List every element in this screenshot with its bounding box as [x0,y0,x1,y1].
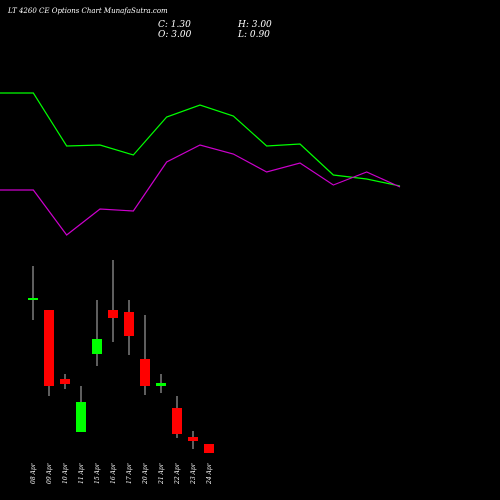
candle-body [188,437,198,441]
line-series [0,92,401,187]
chart-title: LT 4260 CE Options Chart MunafaSutra.com [7,7,168,15]
x-tick-label: 22 Apr [174,462,181,485]
candle-body [108,310,118,318]
open-label: O: 3.00 [158,30,192,40]
x-tick-label: 10 Apr [62,462,69,484]
high-label: H: 3.00 [237,20,272,30]
x-tick-label: 15 Apr [94,462,101,484]
candle-body [140,359,150,386]
candle-body [92,339,102,354]
candle-body [204,444,214,453]
x-tick-label: 21 Apr [158,462,165,485]
x-tick-label: 23 Apr [190,462,197,485]
x-tick-label: 08 Apr [30,462,37,484]
candle-body [28,298,38,300]
line-series [0,144,401,236]
candle-body [60,379,70,384]
x-tick-label: 16 Apr [110,462,117,484]
candle-body [172,408,182,434]
x-tick-label: 24 Apr [206,462,213,485]
candle-body [44,310,54,386]
x-tick-label: 20 Apr [142,462,149,485]
low-label: L: 0.90 [237,30,270,40]
close-label: C: 1.30 [158,20,191,30]
x-tick-label: 11 Apr [78,462,85,484]
x-tick-label: 09 Apr [46,462,53,484]
x-tick-label: 17 Apr [126,462,133,484]
candle-body [124,312,134,336]
candle-body [156,383,166,386]
candle-body [76,402,86,432]
